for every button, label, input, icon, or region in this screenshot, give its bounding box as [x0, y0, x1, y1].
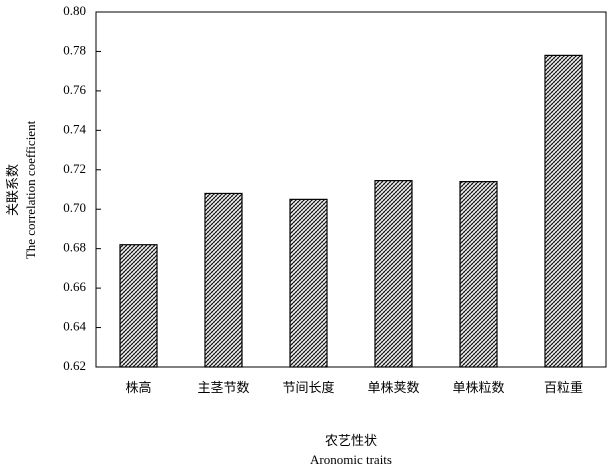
x-tick-label: 百粒重 — [544, 380, 583, 395]
y-axis-label: The correlation coefficient — [23, 120, 38, 259]
x-tick-label: 主茎节数 — [197, 380, 249, 395]
bar — [119, 244, 158, 368]
y-tick-label: 0.64 — [63, 319, 86, 334]
bar — [459, 181, 498, 368]
x-tick-label: 单株粒数 — [452, 380, 504, 395]
y-tick-label: 0.78 — [63, 42, 86, 57]
x-tick-label: 节间长度 — [282, 380, 334, 395]
bar — [374, 180, 413, 368]
y-tick-label: 0.70 — [63, 200, 86, 215]
bar — [204, 192, 243, 368]
x-tick-label: 单株荚数 — [367, 380, 419, 395]
y-tick-label: 0.72 — [63, 161, 86, 176]
bar — [544, 54, 583, 368]
x-tick-label: 株高 — [125, 380, 151, 395]
y-tick-label: 0.62 — [63, 358, 86, 373]
y-tick-label: 0.68 — [63, 240, 86, 255]
y-tick-label: 0.80 — [63, 3, 86, 18]
x-axis-label: 农艺性状 — [325, 433, 377, 448]
y-tick-label: 0.76 — [63, 82, 86, 97]
plot-frame — [95, 11, 607, 368]
y-tick-label: 0.66 — [63, 279, 86, 294]
x-axis-label: Aronomic traits — [310, 452, 392, 467]
y-tick-label: 0.74 — [63, 121, 86, 136]
y-axis-label: 关联系数 — [5, 164, 20, 216]
bar — [289, 198, 328, 368]
